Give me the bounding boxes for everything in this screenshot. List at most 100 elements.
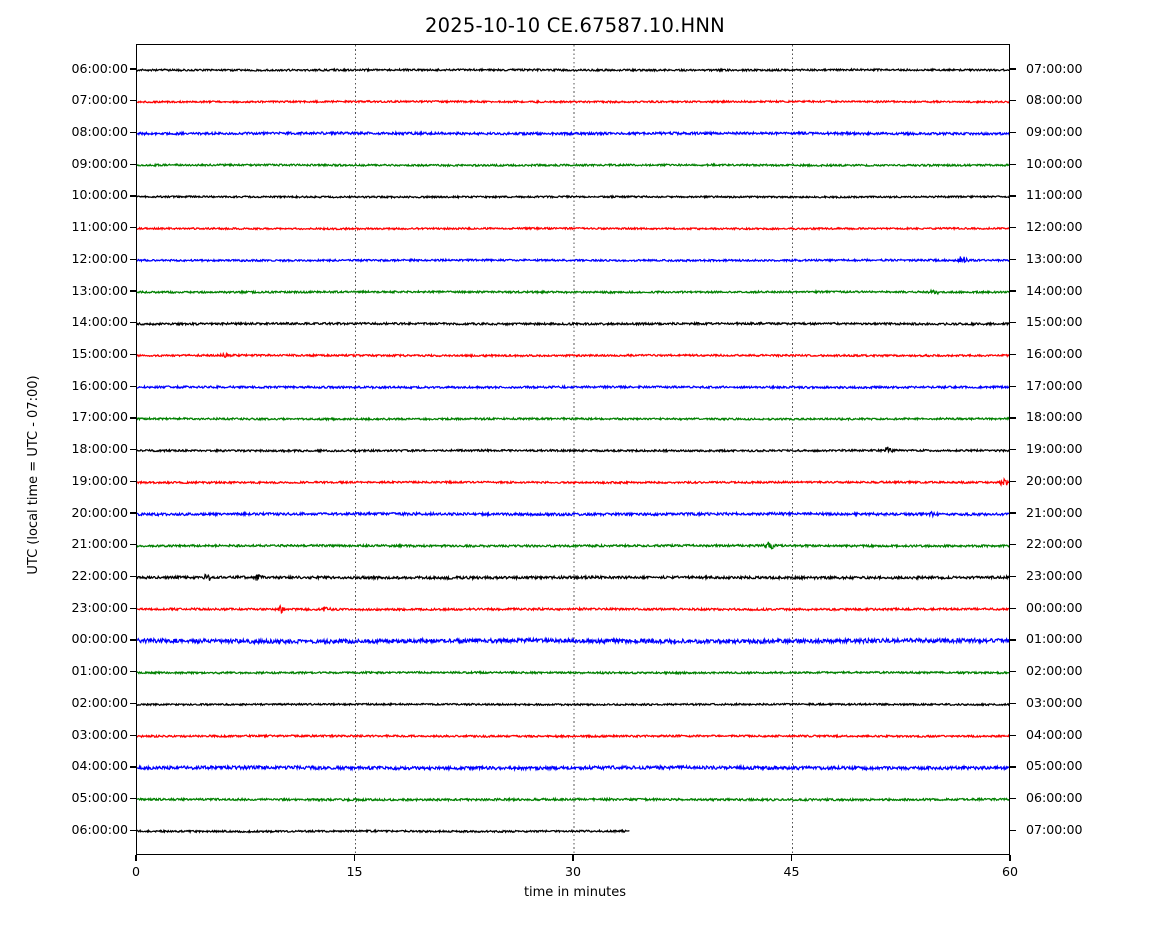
seismogram-traces [137, 45, 1009, 854]
y-tick-label-left: 03:00:00 [71, 726, 128, 742]
trace-line [137, 384, 1009, 390]
trace-line [137, 226, 1009, 232]
y-tick-label-right: 16:00:00 [1026, 345, 1083, 361]
y-tick-mark-right [1010, 163, 1016, 165]
trace-line [137, 320, 1009, 327]
trace-line [137, 477, 1009, 487]
y-tick-label-left: 02:00:00 [71, 694, 128, 710]
x-tick-mark [353, 855, 356, 861]
y-tick-mark-right [1010, 258, 1016, 261]
y-tick-mark-left [130, 322, 136, 324]
y-tick-label-right: 05:00:00 [1026, 758, 1083, 774]
y-tick-label-right: 09:00:00 [1026, 123, 1083, 139]
y-tick-mark-right [1010, 449, 1016, 451]
trace-line [137, 129, 1009, 137]
y-tick-label-right: 10:00:00 [1026, 155, 1083, 171]
y-tick-mark-left [130, 290, 136, 292]
trace-line [137, 194, 1009, 200]
y-tick-label-right: 08:00:00 [1026, 92, 1083, 108]
y-tick-mark-right [1010, 639, 1016, 641]
y-tick-mark-left [130, 417, 136, 419]
y-tick-label-left: 18:00:00 [71, 441, 128, 457]
x-axis-title: time in minutes [523, 885, 627, 900]
y-tick-label-right: 07:00:00 [1026, 60, 1083, 76]
trace-line [137, 351, 1009, 359]
y-tick-mark-left [130, 607, 136, 609]
x-tick-mark [135, 855, 137, 861]
y-tick-mark-left [130, 227, 136, 229]
trace-line [137, 446, 1009, 454]
trace-line [137, 636, 1009, 646]
y-tick-label-left: 08:00:00 [71, 123, 128, 139]
y-tick-mark-right [1010, 797, 1016, 800]
y-tick-label-right: 14:00:00 [1026, 282, 1083, 298]
trace-line [137, 603, 1009, 615]
y-tick-label-right: 00:00:00 [1026, 599, 1083, 615]
x-tick-label: 30 [564, 864, 582, 879]
y-tick-label-left: 13:00:00 [71, 282, 128, 298]
y-tick-label-right: 01:00:00 [1026, 631, 1083, 647]
y-tick-mark-left [130, 131, 136, 134]
x-tick-label: 0 [131, 864, 141, 879]
y-tick-mark-left [130, 480, 136, 483]
x-tick-mark [572, 855, 574, 861]
y-tick-mark-left [130, 544, 136, 546]
y-tick-mark-right [1010, 131, 1016, 134]
plot-area[interactable] [136, 44, 1010, 855]
y-tick-mark-left [130, 639, 136, 641]
trace-line [137, 256, 1009, 264]
y-tick-mark-right [1010, 544, 1016, 546]
y-tick-label-right: 20:00:00 [1026, 472, 1083, 488]
y-tick-mark-right [1010, 829, 1016, 831]
x-tick-mark [1009, 855, 1011, 861]
trace-line [137, 763, 1009, 773]
y-tick-mark-left [130, 163, 136, 165]
trace-line [137, 701, 1009, 707]
y-tick-label-left: 04:00:00 [71, 758, 128, 774]
y-tick-mark-left [130, 702, 136, 705]
y-tick-mark-left [130, 353, 136, 356]
x-tick-mark [790, 855, 793, 861]
trace-line [137, 669, 1009, 676]
y-tick-label-left: 11:00:00 [71, 219, 128, 235]
y-tick-label-right: 13:00:00 [1026, 250, 1083, 266]
y-tick-mark-left [130, 100, 136, 102]
y-tick-mark-right [1010, 512, 1016, 514]
x-tick-label: 60 [1001, 864, 1019, 879]
y-tick-mark-left [130, 766, 136, 768]
y-tick-mark-right [1010, 353, 1016, 356]
trace-line [137, 288, 1009, 296]
trace-line [137, 416, 1009, 422]
y-tick-label-right: 04:00:00 [1026, 726, 1083, 742]
trace-line [137, 796, 1009, 803]
y-tick-mark-right [1010, 766, 1016, 768]
y-tick-label-right: 11:00:00 [1026, 187, 1083, 203]
y-tick-label-right: 12:00:00 [1026, 219, 1083, 235]
y-tick-label-right: 07:00:00 [1026, 821, 1083, 837]
y-tick-mark-right [1010, 68, 1016, 70]
y-tick-label-left: 05:00:00 [71, 790, 128, 806]
y-tick-label-left: 23:00:00 [71, 599, 128, 615]
y-tick-label-left: 00:00:00 [71, 631, 128, 647]
y-tick-mark-right [1010, 290, 1016, 292]
y-tick-mark-left [130, 671, 136, 673]
y-tick-label-left: 06:00:00 [71, 821, 128, 837]
y-tick-label-right: 06:00:00 [1026, 790, 1083, 806]
y-tick-label-left: 15:00:00 [71, 345, 128, 361]
y-tick-label-left: 17:00:00 [71, 409, 128, 425]
y-tick-mark-left [130, 734, 136, 736]
y-tick-mark-right [1010, 671, 1016, 673]
trace-line [137, 510, 1009, 519]
y-tick-label-left: 07:00:00 [71, 92, 128, 108]
y-tick-label-left: 09:00:00 [71, 155, 128, 171]
trace-line [137, 99, 1009, 105]
trace-line [137, 162, 1009, 168]
y-tick-mark-left [130, 512, 136, 514]
y-tick-label-right: 17:00:00 [1026, 377, 1083, 393]
trace-line [137, 67, 1009, 73]
y-tick-mark-right [1010, 385, 1016, 387]
y-tick-label-left: 14:00:00 [71, 314, 128, 330]
y-tick-label-right: 19:00:00 [1026, 441, 1083, 457]
trace-line [137, 733, 1009, 739]
